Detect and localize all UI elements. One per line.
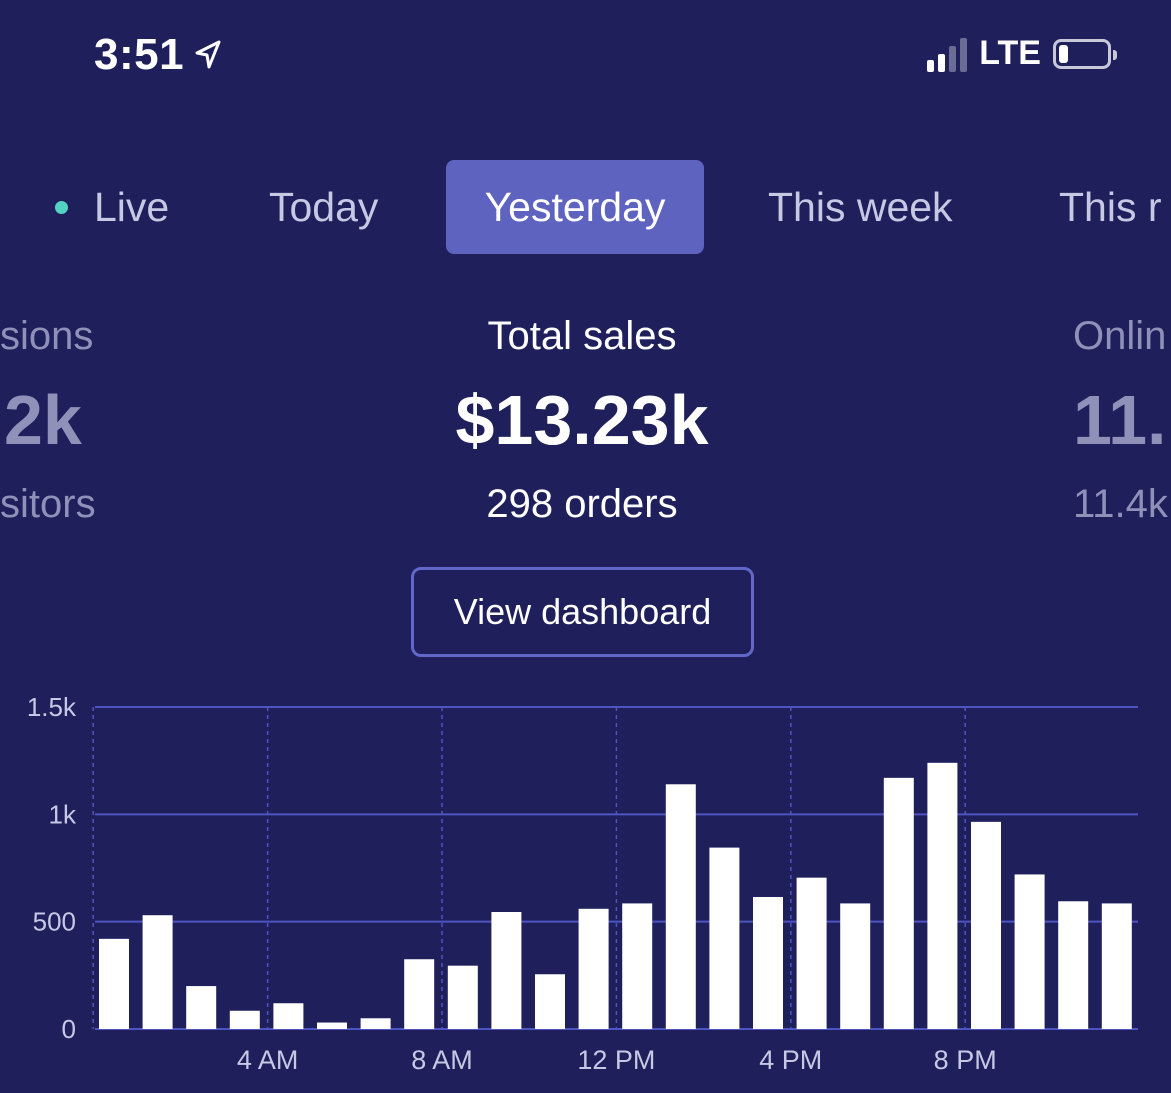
x-tick-label: 8 PM xyxy=(934,1045,997,1075)
sales-bar xyxy=(578,908,609,1029)
x-tick-label: 8 AM xyxy=(411,1045,473,1075)
metric-card-online-store[interactable]: Onlin 11. 11.4k xyxy=(1073,312,1168,528)
sales-bar xyxy=(535,974,565,1029)
live-indicator-dot xyxy=(55,200,68,214)
x-tick-label: 12 PM xyxy=(577,1045,655,1075)
metric-online-label: Onlin xyxy=(1073,314,1167,358)
sales-bar xyxy=(447,965,478,1029)
y-tick-label: 1.5k xyxy=(27,692,77,722)
sales-bar xyxy=(796,877,827,1029)
tab-today-label: Today xyxy=(269,183,379,230)
signal-strength-icon xyxy=(927,36,968,72)
tab-this-week[interactable]: This week xyxy=(768,160,953,254)
status-time-label: 3:51 xyxy=(94,30,185,79)
sales-bar xyxy=(491,912,522,1029)
y-tick-label: 500 xyxy=(33,907,76,937)
metric-sessions-sub: sitors xyxy=(0,482,96,526)
tab-yesterday-label: Yesterday xyxy=(484,183,666,230)
sales-bar xyxy=(317,1022,347,1029)
y-tick-label: 0 xyxy=(62,1014,76,1044)
sales-bar xyxy=(186,986,217,1029)
tab-this-week-label: This week xyxy=(768,183,953,230)
hourly-sales-chart: 0 500 1k 1.5k 4 AM 8 AM 12 PM 4 PM 8 PM xyxy=(27,692,1138,1075)
tab-live[interactable]: Live xyxy=(55,160,169,254)
sales-bar xyxy=(709,847,740,1029)
sales-bar xyxy=(753,896,783,1029)
total-sales-label: Total sales xyxy=(487,314,677,358)
sales-bar xyxy=(1058,901,1089,1029)
period-tabs: Live Today Yesterday This week This r xyxy=(0,160,1171,254)
x-tick-label: 4 PM xyxy=(759,1045,822,1075)
metric-sessions-value: 2k xyxy=(4,381,82,459)
sales-bar xyxy=(142,915,173,1029)
metric-online-sub: 11.4k xyxy=(1073,482,1168,526)
sales-bar xyxy=(971,821,1001,1029)
sales-bar xyxy=(840,903,871,1029)
sales-bar xyxy=(622,903,653,1029)
total-orders: 298 orders xyxy=(486,482,678,526)
view-dashboard-button[interactable]: View dashboard xyxy=(411,567,754,657)
y-tick-label: 1k xyxy=(49,799,77,829)
tab-today[interactable]: Today xyxy=(269,160,378,254)
sales-bar xyxy=(360,1018,391,1029)
battery-level xyxy=(1059,44,1068,63)
sales-bar xyxy=(99,938,129,1029)
sales-bar xyxy=(927,762,958,1029)
network-type: LTE xyxy=(979,34,1041,72)
status-indicators: LTE xyxy=(927,34,1117,73)
sales-bar xyxy=(229,1010,260,1029)
battery-icon xyxy=(1053,38,1117,69)
sales-bar xyxy=(883,777,914,1029)
total-sales-value: $13.23k xyxy=(455,381,709,459)
tab-this-month[interactable]: This r xyxy=(1059,160,1162,254)
status-time: 3:51 xyxy=(94,30,222,80)
metric-sessions-label: sions xyxy=(0,314,94,358)
metric-card-total-sales[interactable]: Total sales $13.23k 298 orders xyxy=(382,312,782,528)
location-arrow-icon xyxy=(195,40,221,69)
tab-live-label: Live xyxy=(94,183,170,230)
tab-yesterday[interactable]: Yesterday xyxy=(446,160,704,254)
sales-bar xyxy=(273,1003,304,1029)
metric-card-sessions[interactable]: sions 2k sitors xyxy=(0,312,96,528)
sales-bar xyxy=(665,784,696,1029)
sales-bar xyxy=(1101,903,1132,1029)
metric-online-value: 11. xyxy=(1073,381,1167,459)
tab-this-month-label: This r xyxy=(1059,183,1162,230)
sales-bar xyxy=(1014,874,1045,1029)
x-tick-label: 4 AM xyxy=(237,1045,299,1075)
sales-bar xyxy=(404,959,435,1029)
